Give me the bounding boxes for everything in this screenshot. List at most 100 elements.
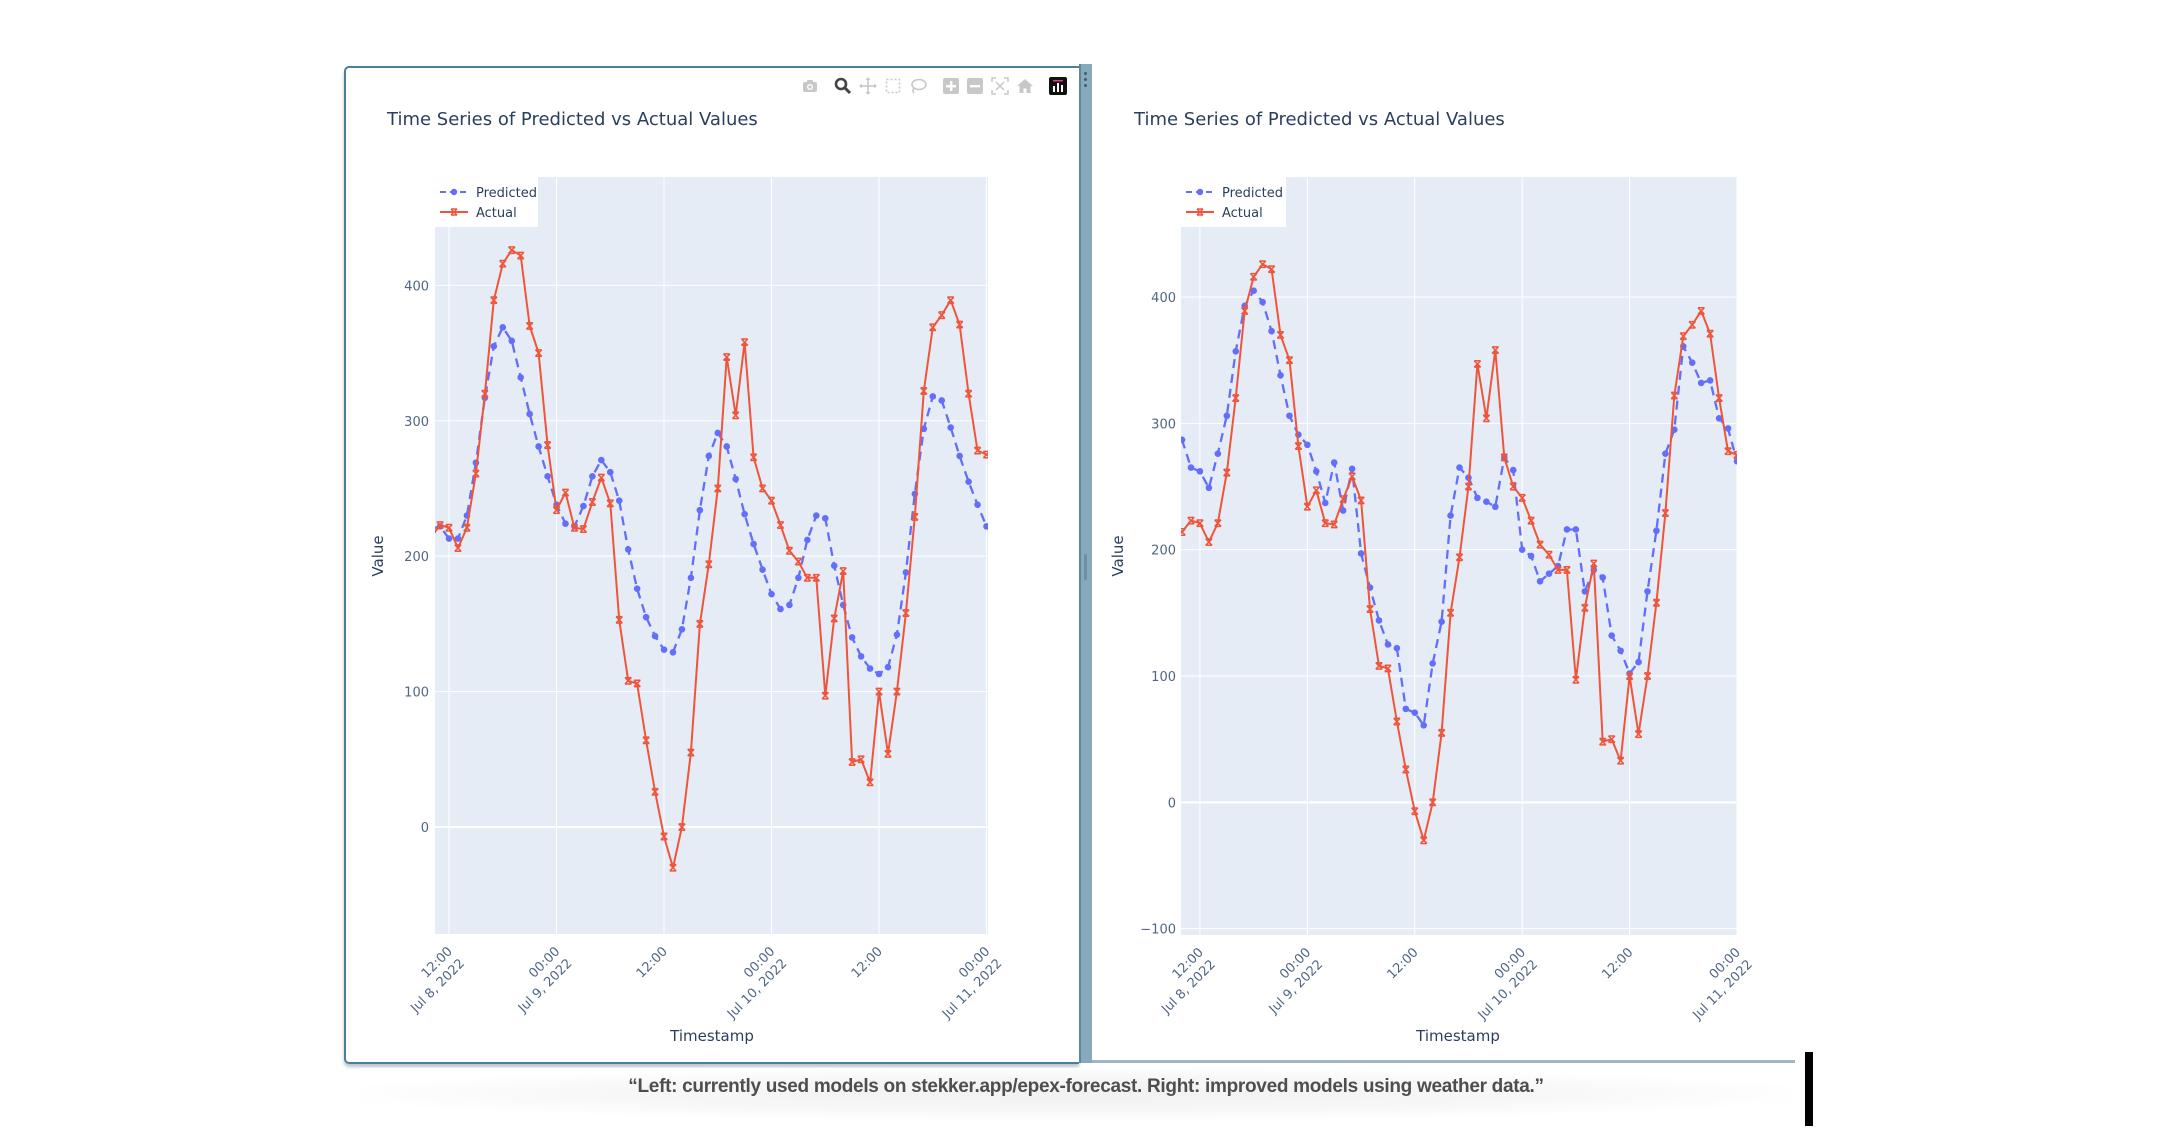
point-predicted[interactable] <box>1250 287 1257 295</box>
point-predicted[interactable] <box>1420 721 1428 729</box>
point-predicted[interactable] <box>1402 705 1410 713</box>
point-actual[interactable] <box>1303 502 1312 511</box>
point-actual[interactable] <box>660 832 668 841</box>
point-actual[interactable] <box>1572 675 1580 684</box>
point-actual[interactable] <box>1688 320 1696 329</box>
point-actual[interactable] <box>1223 468 1231 477</box>
point-actual[interactable] <box>642 736 650 745</box>
point-actual[interactable] <box>830 614 838 623</box>
point-actual[interactable] <box>946 296 955 305</box>
point-actual[interactable] <box>1661 509 1670 517</box>
point-predicted[interactable] <box>1662 450 1669 457</box>
point-actual[interactable] <box>687 748 695 757</box>
point-predicted[interactable] <box>660 646 668 653</box>
point-actual[interactable] <box>758 484 767 493</box>
point-predicted[interactable] <box>1321 499 1329 507</box>
point-actual[interactable] <box>1419 836 1428 845</box>
point-actual[interactable] <box>552 506 561 515</box>
point-actual[interactable] <box>1715 394 1723 403</box>
point-predicted[interactable] <box>777 605 784 613</box>
point-actual[interactable] <box>812 573 821 582</box>
point-actual[interactable] <box>803 573 812 582</box>
point-actual[interactable] <box>857 755 865 764</box>
point-actual[interactable] <box>866 778 874 787</box>
point-actual[interactable] <box>973 446 982 455</box>
point-actual[interactable] <box>1428 798 1437 807</box>
point-predicted[interactable] <box>580 502 587 510</box>
point-actual[interactable] <box>911 512 919 521</box>
point-predicted[interactable] <box>1715 414 1723 422</box>
point-actual[interactable] <box>570 523 579 532</box>
legend-item-predicted[interactable]: Predicted <box>1186 186 1283 201</box>
splitter-handle[interactable] <box>1084 554 1087 580</box>
point-actual[interactable] <box>543 441 552 450</box>
point-predicted[interactable] <box>714 429 722 437</box>
point-actual[interactable] <box>597 473 606 482</box>
point-actual[interactable] <box>776 521 785 529</box>
point-actual[interactable] <box>1500 453 1509 462</box>
point-actual[interactable] <box>445 523 453 532</box>
point-predicted[interactable] <box>678 626 686 633</box>
point-predicted[interactable] <box>759 566 766 574</box>
point-actual[interactable] <box>472 469 480 478</box>
point-predicted[interactable] <box>1357 550 1365 557</box>
point-actual[interactable] <box>651 787 659 796</box>
point-actual[interactable] <box>1384 664 1392 673</box>
point-predicted[interactable] <box>642 613 650 621</box>
point-predicted[interactable] <box>1268 327 1275 335</box>
point-actual[interactable] <box>615 615 623 624</box>
point-predicted[interactable] <box>651 632 659 640</box>
point-actual[interactable] <box>579 525 588 534</box>
point-predicted[interactable] <box>606 468 614 476</box>
point-actual[interactable] <box>1563 565 1571 574</box>
point-actual[interactable] <box>740 338 749 347</box>
zoom-out-icon[interactable] <box>965 76 985 96</box>
point-actual[interactable] <box>1527 516 1535 525</box>
point-predicted[interactable] <box>732 475 739 483</box>
point-actual[interactable] <box>1545 550 1553 559</box>
point-predicted[interactable] <box>1411 709 1419 716</box>
point-predicted[interactable] <box>508 337 516 345</box>
point-actual[interactable] <box>902 609 910 618</box>
point-predicted[interactable] <box>813 512 820 519</box>
point-actual[interactable] <box>1679 332 1688 341</box>
point-predicted[interactable] <box>1313 468 1320 475</box>
box-select-icon[interactable] <box>883 76 903 96</box>
point-actual[interactable] <box>1330 520 1338 529</box>
point-predicted[interactable] <box>786 601 793 609</box>
point-actual[interactable] <box>1518 493 1526 502</box>
point-actual[interactable] <box>1554 565 1562 574</box>
point-actual[interactable] <box>982 450 989 459</box>
point-actual[interactable] <box>696 619 704 628</box>
point-predicted[interactable] <box>1697 379 1705 387</box>
point-actual[interactable] <box>1348 472 1356 481</box>
point-actual[interactable] <box>454 544 462 553</box>
point-predicted[interactable] <box>830 562 838 569</box>
point-predicted[interactable] <box>1232 348 1240 355</box>
point-predicted[interactable] <box>956 452 963 460</box>
point-predicted[interactable] <box>1259 298 1266 306</box>
point-predicted[interactable] <box>669 649 677 656</box>
point-predicted[interactable] <box>1572 526 1580 533</box>
reset-axes-home-icon[interactable] <box>1015 76 1035 96</box>
point-predicted[interactable] <box>1429 660 1436 667</box>
point-actual[interactable] <box>785 546 794 555</box>
point-actual[interactable] <box>481 389 489 398</box>
point-actual[interactable] <box>893 687 901 696</box>
point-actual[interactable] <box>1509 482 1517 491</box>
point-actual[interactable] <box>561 488 570 497</box>
panel-splitter[interactable] <box>1079 64 1092 1063</box>
point-predicted[interactable] <box>1393 644 1401 652</box>
point-actual[interactable] <box>1312 486 1321 495</box>
point-predicted[interactable] <box>884 663 892 671</box>
point-predicted[interactable] <box>517 374 524 381</box>
point-predicted[interactable] <box>804 536 811 544</box>
point-actual[interactable] <box>1294 442 1303 451</box>
point-actual[interactable] <box>463 523 471 532</box>
point-predicted[interactable] <box>615 497 623 504</box>
point-actual[interactable] <box>1196 519 1204 528</box>
point-predicted[interactable] <box>893 631 901 639</box>
point-predicted[interactable] <box>1563 526 1571 533</box>
point-actual[interactable] <box>1625 672 1634 680</box>
pan-icon[interactable] <box>858 76 878 96</box>
